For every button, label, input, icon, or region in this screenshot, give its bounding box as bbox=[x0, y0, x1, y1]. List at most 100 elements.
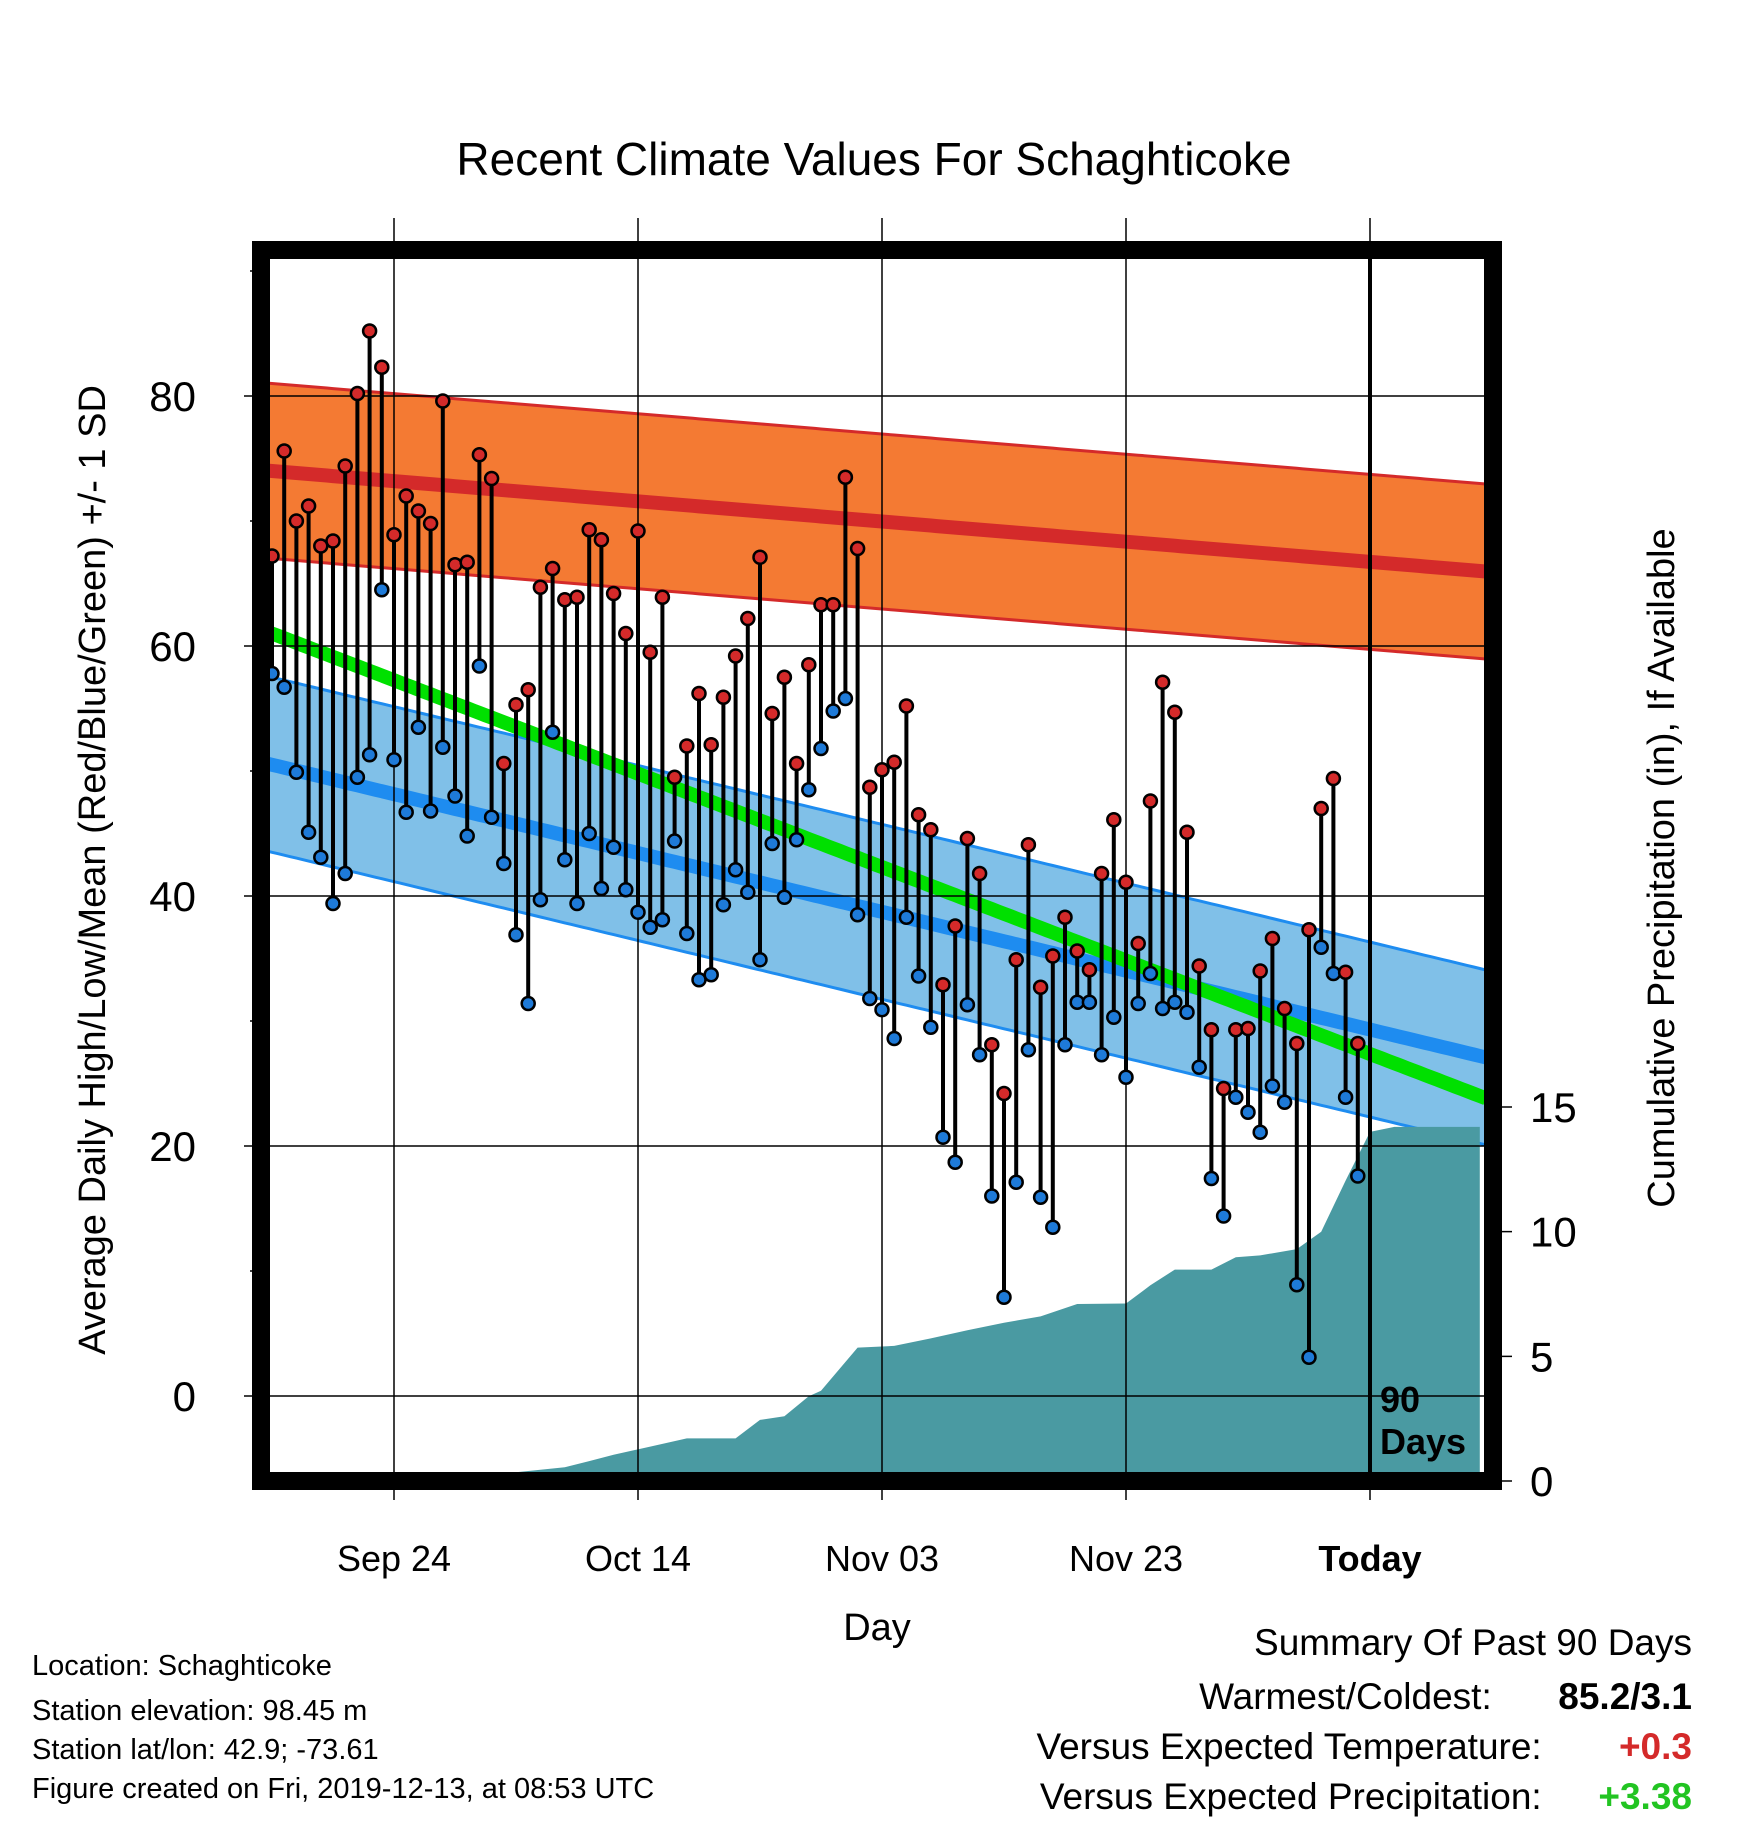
precip-area-shape bbox=[394, 1126, 1480, 1481]
daily-low-point bbox=[1118, 1069, 1134, 1085]
observed-temps bbox=[264, 323, 1366, 1365]
daily-low-point bbox=[1020, 1042, 1037, 1058]
x-tick-label: Today bbox=[1318, 1538, 1421, 1579]
daily-low-point bbox=[825, 703, 841, 719]
daily-high-point bbox=[1215, 1080, 1232, 1097]
daily-low-point bbox=[618, 882, 634, 898]
daily-low-point bbox=[874, 1002, 890, 1018]
daily-high-point bbox=[898, 698, 915, 714]
x-tick-label: Oct 14 bbox=[585, 1538, 691, 1579]
y-tick-label: 0 bbox=[173, 1373, 196, 1420]
daily-low-point bbox=[447, 788, 463, 804]
daily-low-point bbox=[435, 739, 451, 755]
daily-high-point bbox=[1228, 1022, 1244, 1038]
daily-low-point bbox=[313, 849, 329, 865]
daily-low-point bbox=[532, 892, 549, 908]
daily-high-point bbox=[1325, 770, 1342, 787]
daily-low-point bbox=[727, 862, 744, 878]
daily-low-point bbox=[459, 828, 475, 844]
daily-low-point bbox=[1337, 1089, 1354, 1105]
daily-high-point bbox=[337, 458, 353, 474]
daily-high-point bbox=[569, 589, 585, 605]
daily-low-point bbox=[1240, 1104, 1256, 1120]
today-marker-label-2: Days bbox=[1380, 1421, 1466, 1462]
daily-low-point bbox=[581, 825, 597, 842]
daily-high-point bbox=[300, 498, 317, 514]
daily-high-point bbox=[654, 589, 671, 605]
y2-tick-label: 5 bbox=[1530, 1333, 1553, 1380]
daily-low-point bbox=[483, 809, 500, 825]
daily-low-point bbox=[630, 904, 646, 920]
daily-low-point bbox=[862, 990, 878, 1007]
daily-low-point bbox=[996, 1289, 1012, 1305]
daily-low-point bbox=[1325, 965, 1342, 982]
daily-low-point bbox=[898, 909, 915, 925]
daily-low-point bbox=[349, 769, 366, 785]
daily-high-point bbox=[1289, 1035, 1305, 1052]
daily-high-point bbox=[1008, 952, 1024, 968]
daily-low-point bbox=[679, 925, 695, 942]
daily-low-point bbox=[337, 865, 353, 882]
daily-high-point bbox=[715, 689, 732, 705]
daily-low-point bbox=[776, 889, 793, 905]
daily-low-point bbox=[1106, 1009, 1122, 1025]
daily-low-point bbox=[386, 752, 402, 768]
normal-high-line bbox=[261, 463, 1487, 579]
daily-high-point bbox=[1350, 1035, 1366, 1052]
precip-value: +3.38 bbox=[1598, 1776, 1692, 1817]
summary-warm-cold-row: Warmest/Coldest: 85.2/3.1 bbox=[1199, 1676, 1692, 1718]
daily-low-point bbox=[1142, 965, 1159, 982]
daily-high-point bbox=[1045, 948, 1061, 964]
daily-high-point bbox=[496, 755, 512, 772]
daily-high-point bbox=[1154, 674, 1171, 690]
y-tick-label: 60 bbox=[149, 623, 196, 670]
daily-high-point bbox=[1106, 812, 1122, 828]
location-text: Location: Schaghticoke bbox=[32, 1650, 332, 1682]
daily-low-point bbox=[361, 747, 378, 763]
y2-tick-label: 10 bbox=[1530, 1209, 1577, 1256]
daily-high-point bbox=[959, 830, 976, 847]
daily-high-point bbox=[398, 488, 414, 504]
daily-low-point bbox=[593, 880, 610, 897]
daily-low-point bbox=[886, 1030, 902, 1047]
daily-high-point bbox=[508, 697, 524, 713]
daily-high-point bbox=[1203, 1022, 1220, 1038]
daily-low-point bbox=[666, 833, 683, 849]
daily-low-point bbox=[1154, 1000, 1171, 1017]
daily-low-point bbox=[959, 997, 976, 1013]
daily-high-point bbox=[1276, 1000, 1293, 1017]
daily-low-point bbox=[752, 952, 768, 968]
daily-low-point bbox=[1008, 1174, 1024, 1190]
daily-low-point bbox=[801, 782, 817, 798]
daily-low-point bbox=[910, 968, 927, 984]
daily-low-point bbox=[276, 679, 292, 695]
daily-low-point bbox=[923, 1019, 939, 1035]
daily-low-point bbox=[740, 884, 756, 900]
daily-high-point bbox=[386, 527, 402, 543]
daily-high-point bbox=[1093, 865, 1110, 882]
daily-high-point bbox=[483, 470, 500, 487]
daily-low-point bbox=[654, 912, 671, 928]
daily-high-point bbox=[1167, 704, 1183, 720]
daily-high-point bbox=[605, 585, 622, 602]
daily-high-point bbox=[544, 560, 561, 577]
daily-high-point bbox=[984, 1037, 1000, 1053]
summary-heading: Summary Of Past 90 Days bbox=[1254, 1622, 1692, 1663]
warm-cold-value: 85.2/3.1 bbox=[1558, 1676, 1692, 1717]
daily-high-point bbox=[618, 625, 634, 642]
daily-low-point bbox=[703, 967, 719, 983]
daily-high-point bbox=[703, 737, 719, 753]
daily-high-point bbox=[435, 393, 451, 409]
daily-low-point bbox=[1301, 1349, 1317, 1365]
daily-high-point bbox=[1264, 930, 1281, 947]
plot-frame bbox=[252, 241, 1502, 1490]
daily-high-point bbox=[1252, 963, 1268, 979]
daily-high-point bbox=[862, 779, 878, 795]
daily-high-point bbox=[593, 532, 610, 548]
daily-high-point bbox=[727, 648, 744, 664]
cumulative-precip-area bbox=[394, 1126, 1480, 1481]
daily-low-point bbox=[764, 835, 780, 852]
daily-high-point bbox=[776, 669, 793, 685]
daily-high-point bbox=[1020, 837, 1037, 853]
daily-high-point bbox=[1057, 909, 1073, 925]
